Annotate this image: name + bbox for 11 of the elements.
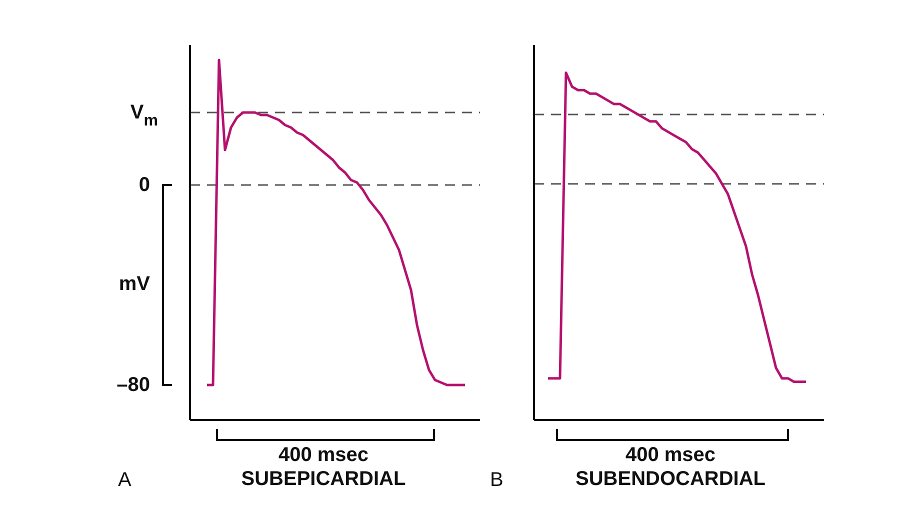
line-series (206, 58, 466, 386)
y-tick-label: –80 (116, 374, 150, 396)
text: A (118, 469, 132, 492)
y-axis-title: mV (118, 273, 150, 296)
text: SUBENDOCARDIAL (574, 467, 766, 491)
text: B (490, 469, 504, 492)
y-tick-label: 0 (138, 174, 150, 196)
text: SUBEPICARDIAL (240, 467, 407, 491)
text: 400 msec (624, 443, 717, 467)
ref-line-label: V$_{m}$ (130, 102, 158, 130)
text: 400 msec (277, 443, 370, 467)
